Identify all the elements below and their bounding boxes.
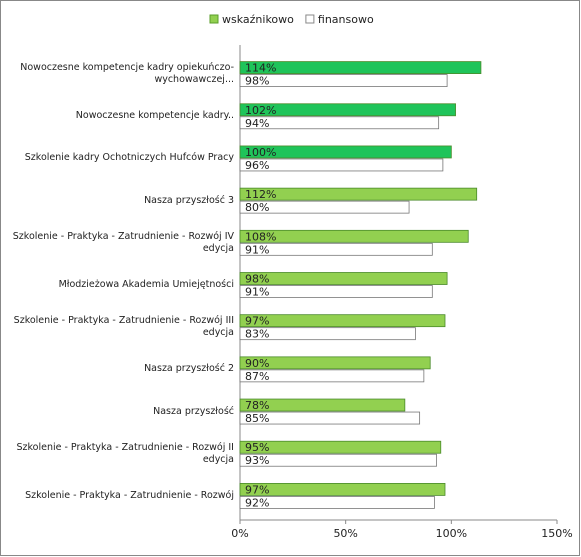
bar [239,285,433,298]
data-label: 97% [245,483,269,496]
bar [239,229,469,243]
y-tick-label: Nasza przyszłość 2 [144,363,234,375]
data-label: 94% [245,117,269,130]
bar [239,272,448,285]
data-label: 78% [245,399,269,412]
bar [239,242,433,256]
x-tick-label: 150% [541,527,572,540]
y-tick-label: Nasza przyszłość [153,405,234,417]
bar [239,440,442,454]
data-label: 102% [245,104,276,117]
y-tick-label: Szkolenie - Praktyka - Zatrudnienie - Ro… [12,230,234,254]
data-label: 114% [245,62,276,75]
bar [239,61,482,74]
y-tick-label: Nowoczesne kompetencje kadry.. [75,110,234,122]
data-label: 98% [245,75,269,88]
bar [239,200,410,214]
y-tick-label: Nowoczesne kompetencje kadry opiekuńczo-… [20,62,234,86]
x-tick-label: 100% [436,527,467,540]
bar [239,116,440,130]
data-label: 96% [245,159,269,172]
bar [239,398,406,412]
legend-label: finansowo [318,13,374,26]
data-label: 100% [245,146,276,159]
y-tick-label: Młodzieżowa Akademia Umiejętności [58,279,234,290]
data-label: 90% [245,357,269,370]
bar [239,314,446,328]
y-tick-label: Szkolenie - Praktyka - Zatrudnienie - Ro… [25,489,234,501]
data-label: 93% [245,454,269,467]
bar [239,453,437,467]
data-label: 91% [245,286,269,299]
bar [239,496,435,509]
x-tick-label: 50% [333,527,357,540]
y-tick-label: Szkolenie - Praktyka - Zatrudnienie - Ro… [16,441,234,465]
data-label: 80% [245,201,269,214]
data-label: 87% [245,370,269,383]
bar [239,327,416,341]
y-tick-label: Szkolenie kadry Ochotniczych Hufców Prac… [24,152,234,164]
y-tick-label: Szkolenie - Praktyka - Zatrudnienie - Ro… [13,315,234,339]
data-label: 98% [245,273,269,286]
y-tick-label: Nasza przyszłość 3 [144,194,234,206]
data-label: 83% [245,328,269,341]
data-label: 95% [245,441,269,454]
bar [239,411,421,425]
data-label: 97% [245,315,269,328]
bar [239,483,446,496]
bar [239,103,456,117]
bar [239,158,444,172]
legend-label: wskaźnikowo [222,13,294,26]
data-label: 112% [245,188,276,201]
data-label: 108% [245,230,276,243]
bar [239,369,425,383]
data-label: 92% [245,496,269,509]
data-label: 91% [245,243,269,256]
legend-swatch [209,14,219,24]
x-tick-label: 0% [231,527,248,540]
bar [239,74,448,87]
legend-swatch [305,14,315,24]
bar [239,356,431,370]
bar [239,145,452,159]
data-label: 85% [245,412,269,425]
bar [239,187,478,201]
